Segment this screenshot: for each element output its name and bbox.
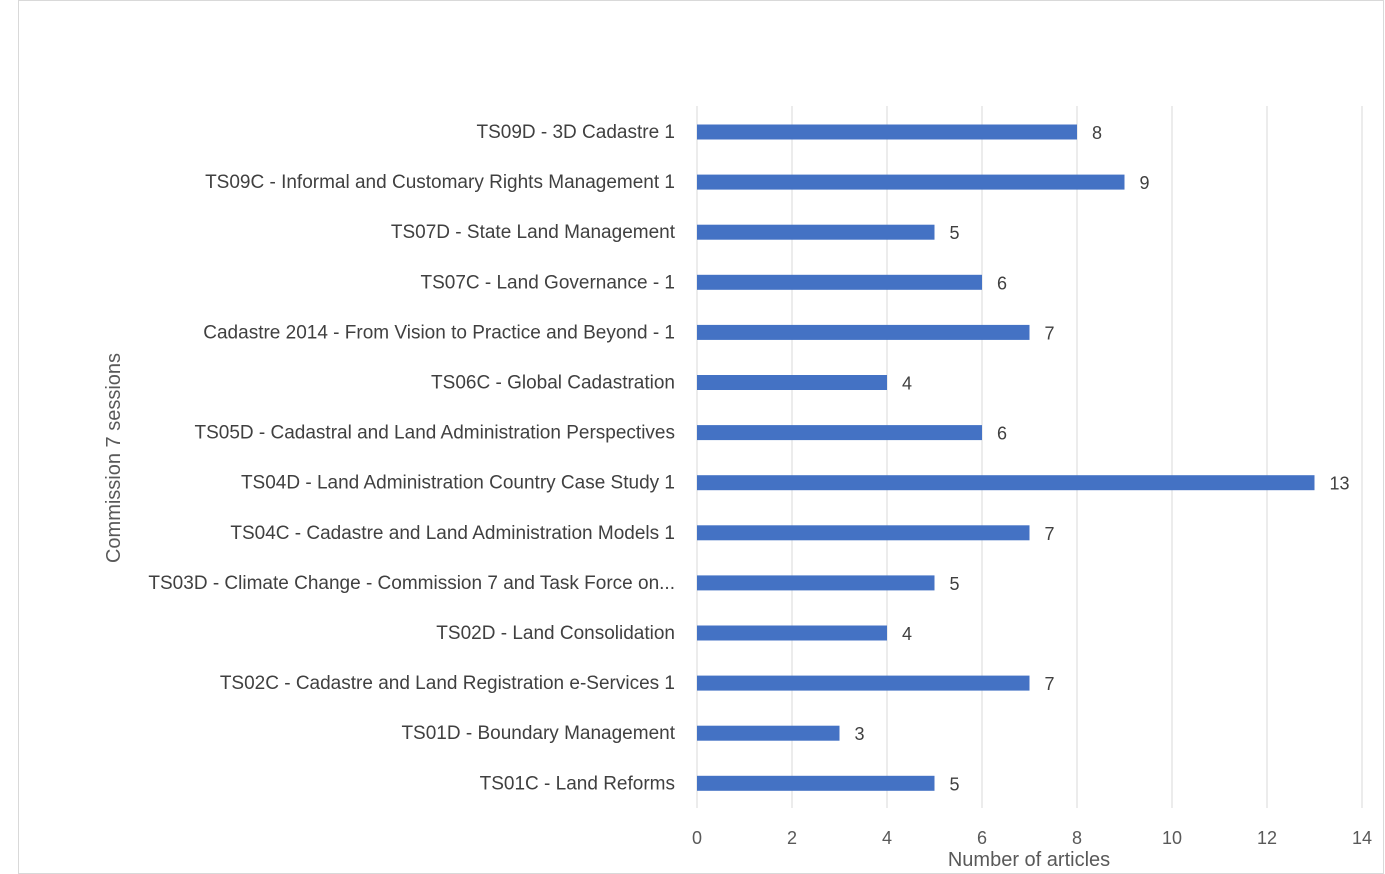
bar [697,324,1030,340]
bar [697,675,1030,691]
x-tick-label: 2 [787,828,797,848]
data-label: 9 [1140,173,1150,193]
x-tick-label: 4 [882,828,892,848]
category-label: TS09D - 3D Cadastre 1 [476,122,675,143]
y-axis-title: Commission 7 sessions [103,353,125,563]
bar [697,124,1077,140]
category-label: TS01D - Boundary Management [401,723,675,744]
data-label: 7 [1045,674,1055,694]
data-label: 6 [997,424,1007,444]
category-labels: TS09D - 3D Cadastre 1 TS09C - Informal an… [148,122,675,794]
category-label: TS09C - Informal and Customary Rights Ma… [205,172,675,193]
x-axis-title: Number of articles [948,849,1110,871]
x-tick-label: 14 [1352,828,1372,848]
data-label: 13 [1330,474,1350,494]
data-label: 4 [902,624,912,644]
category-label: TS04D - Land Administration Country Case… [241,473,675,494]
category-label: TS04C - Cadastre and Land Administration… [230,523,675,544]
x-tick-label: 10 [1162,828,1182,848]
gridlines [696,106,1363,808]
bar [697,375,887,390]
bar [697,224,935,240]
data-label: 6 [997,273,1007,293]
data-label: 7 [1045,323,1055,343]
x-tick-labels: 0 2 4 6 8 10 12 14 [692,828,1372,848]
category-label: TS06C - Global Cadastration [431,373,675,394]
bar [697,274,982,290]
bar [697,625,887,641]
bar [697,725,840,741]
data-label: 5 [950,223,960,243]
category-label: TS07C - Land Governance - 1 [420,272,675,293]
data-label: 8 [1092,123,1102,143]
bar [697,525,1030,541]
bar [697,475,1315,491]
data-label: 7 [1045,524,1055,544]
category-label: TS03D - Climate Change - Commission 7 an… [148,573,675,594]
bar [697,425,982,441]
category-label: TS05D - Cadastral and Land Administratio… [194,423,675,444]
category-label: TS07D - State Land Management [391,222,676,243]
category-label: TS02C - Cadastre and Land Registration e… [220,673,675,694]
data-labels: 8 9 5 6 7 4 6 13 7 5 4 7 3 5 [855,123,1350,794]
x-tick-label: 0 [692,828,702,848]
bar [697,174,1125,190]
bar [697,575,935,591]
x-tick-label: 12 [1257,828,1277,848]
data-label: 3 [855,724,865,744]
category-label: TS01C - Land Reforms [480,773,675,794]
x-tick-label: 8 [1072,828,1082,848]
data-label: 4 [902,374,912,394]
bar [697,775,935,791]
data-label: 5 [950,774,960,794]
data-label: 5 [950,574,960,594]
x-tick-label: 6 [977,828,987,848]
category-label: TS02D - Land Consolidation [436,623,675,644]
bars [697,124,1315,791]
category-label: Cadastre 2014 - From Vision to Practice … [203,322,675,343]
